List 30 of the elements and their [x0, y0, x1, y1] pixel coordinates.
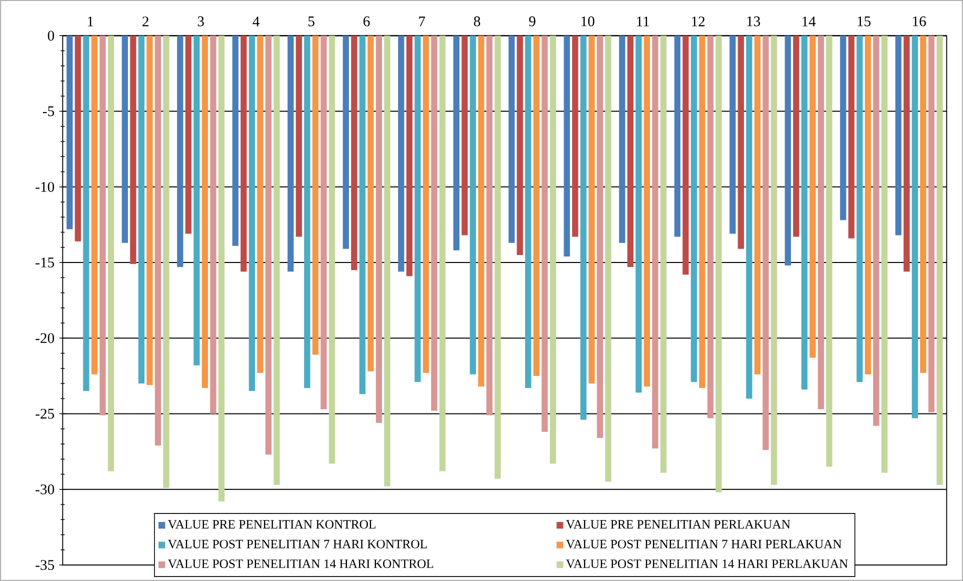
legend-label: VALUE PRE PENELITIAN PERLAKUAN	[566, 520, 790, 529]
legend-label: VALUE PRE PENELITIAN KONTROL	[168, 520, 376, 529]
y-tick-label: 0	[48, 30, 54, 41]
y-tick-label: -5	[42, 106, 54, 116]
x-tick-label: 2	[142, 16, 148, 26]
y-tick-label: -10	[36, 182, 54, 192]
x-tick-label: 13	[747, 16, 760, 26]
x-tick-label: 7	[419, 16, 426, 26]
legend-label: VALUE POST PENELITIAN 14 HARI PERLAKUAN	[566, 560, 848, 568]
x-tick-label: 4	[252, 16, 260, 26]
x-tick-label: 3	[198, 16, 204, 26]
x-tick-label: 5	[308, 16, 314, 26]
y-tick-label: -35	[36, 560, 54, 570]
x-tick-label: 11	[637, 16, 649, 26]
y-tick-label: -15	[36, 258, 54, 268]
x-tick-label: 14	[802, 16, 816, 26]
legend-label: VALUE POST PENELITIAN 14 HARI KONTROL	[168, 560, 434, 568]
x-tick-label: 15	[858, 16, 871, 26]
x-tick-label: 12	[692, 16, 705, 26]
x-tick-label: 10	[582, 16, 594, 26]
y-tick-label: -30	[36, 484, 54, 494]
x-tick-label: 9	[529, 16, 536, 26]
x-tick-label: 8	[474, 16, 480, 26]
x-tick-label: 6	[364, 16, 370, 26]
x-tick-label: 1	[88, 16, 94, 26]
legend-label: VALUE POST PENELITIAN 7 HARI PERLAKUAN	[566, 540, 842, 548]
legend-label: VALUE POST PENELITIAN 7 HARI KONTROL	[168, 540, 427, 548]
y-tick-label: -20	[36, 333, 54, 344]
x-tick-label: 16	[913, 16, 926, 26]
y-tick-label: -25	[36, 408, 54, 419]
